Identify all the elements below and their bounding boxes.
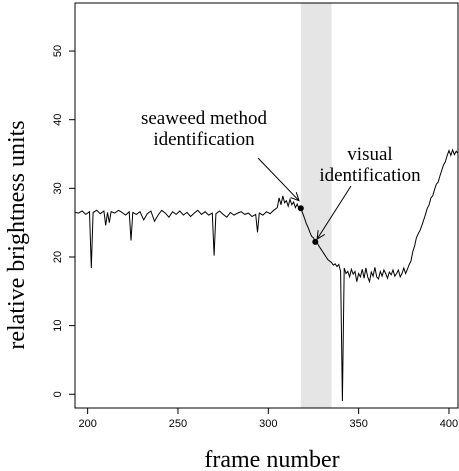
- annotation-arrow-2: [316, 185, 352, 240]
- annotation-text-1: seaweed method: [141, 108, 268, 129]
- y-tick-label: 40: [52, 114, 64, 126]
- annotation-arrowhead-1: [290, 191, 300, 202]
- x-tick-label: 350: [349, 418, 367, 430]
- y-axis-title: relative brightness units: [4, 120, 30, 349]
- y-tick-label: 50: [52, 45, 64, 57]
- shaded-region: [300, 3, 332, 408]
- y-tick-label: 0: [52, 391, 64, 397]
- plot-frame: [74, 2, 459, 409]
- x-tick-label: 400: [440, 418, 458, 430]
- annotation-text-1: identification: [153, 129, 255, 150]
- annotation-text-2: visual: [347, 144, 392, 165]
- x-tick-label: 300: [259, 418, 277, 430]
- x-tick-label: 200: [78, 418, 96, 430]
- annotation-arrowhead-2: [316, 230, 326, 241]
- series-line: [74, 148, 459, 402]
- x-axis-title: frame number: [204, 447, 339, 471]
- x-tick-label: 250: [169, 418, 187, 430]
- y-tick-label: 30: [52, 182, 64, 194]
- annotation-arrow-1: [257, 157, 300, 202]
- data-point-2: [312, 238, 319, 245]
- data-point-1: [297, 205, 304, 212]
- y-tick-label: 10: [52, 320, 64, 332]
- annotation-text-2: identification: [319, 165, 421, 186]
- y-tick-label: 20: [52, 251, 64, 263]
